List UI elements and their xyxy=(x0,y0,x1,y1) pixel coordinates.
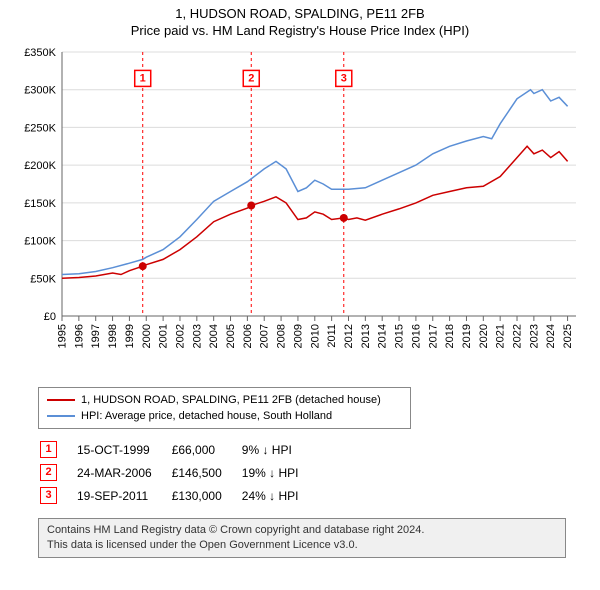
svg-text:2015: 2015 xyxy=(394,324,406,348)
titles: 1, HUDSON ROAD, SPALDING, PE11 2FB Price… xyxy=(0,0,600,38)
svg-text:£200K: £200K xyxy=(24,160,56,172)
chart-area: £0 £50K £100K £150K £200K £250K £300K £350K 1995… xyxy=(20,46,580,381)
svg-text:1998: 1998 xyxy=(107,324,119,348)
sale-marker: 3 xyxy=(40,487,57,504)
sale-date: 24-MAR-2006 xyxy=(77,462,170,483)
svg-text:1999: 1999 xyxy=(124,324,136,348)
sale-price: £66,000 xyxy=(172,439,240,460)
svg-text:£100K: £100K xyxy=(24,236,56,248)
svg-text:2010: 2010 xyxy=(309,324,321,348)
table-row: 2 24-MAR-2006£146,50019% ↓ HPI xyxy=(40,462,316,483)
svg-text:2023: 2023 xyxy=(528,324,540,348)
svg-text:£350K: £350K xyxy=(24,47,56,59)
title-subtitle: Price paid vs. HM Land Registry's House … xyxy=(0,23,600,38)
svg-text:1996: 1996 xyxy=(73,324,85,348)
svg-text:2001: 2001 xyxy=(158,324,170,348)
sale-date: 15-OCT-1999 xyxy=(77,439,170,460)
svg-text:£300K: £300K xyxy=(24,85,56,97)
sale-delta: 19% ↓ HPI xyxy=(242,462,317,483)
svg-text:2: 2 xyxy=(248,72,254,84)
svg-text:2021: 2021 xyxy=(495,324,507,348)
svg-text:1: 1 xyxy=(140,72,146,84)
svg-text:£0: £0 xyxy=(44,311,56,323)
svg-text:2025: 2025 xyxy=(562,324,574,348)
svg-text:2011: 2011 xyxy=(326,324,338,348)
svg-text:2012: 2012 xyxy=(343,324,355,348)
svg-text:2020: 2020 xyxy=(478,324,490,348)
svg-text:£50K: £50K xyxy=(30,273,56,285)
table-row: 3 19-SEP-2011£130,00024% ↓ HPI xyxy=(40,485,316,506)
svg-text:3: 3 xyxy=(341,72,347,84)
legend-swatch xyxy=(47,399,75,401)
svg-text:£150K: £150K xyxy=(24,198,56,210)
svg-text:2014: 2014 xyxy=(377,324,389,348)
svg-text:2009: 2009 xyxy=(292,324,304,348)
table-row: 1 15-OCT-1999£66,0009% ↓ HPI xyxy=(40,439,316,460)
legend-label: HPI: Average price, detached house, Sout… xyxy=(81,410,332,422)
svg-text:2016: 2016 xyxy=(410,324,422,348)
svg-text:2022: 2022 xyxy=(512,324,524,348)
svg-text:1995: 1995 xyxy=(57,324,69,348)
legend: 1, HUDSON ROAD, SPALDING, PE11 2FB (deta… xyxy=(38,387,411,429)
chart-svg: £0 £50K £100K £150K £200K £250K £300K £350K 1995… xyxy=(20,46,580,381)
svg-text:2007: 2007 xyxy=(259,324,271,348)
svg-text:2008: 2008 xyxy=(276,324,288,348)
svg-text:2018: 2018 xyxy=(444,324,456,348)
legend-row: 1, HUDSON ROAD, SPALDING, PE11 2FB (deta… xyxy=(47,392,402,408)
sale-marker: 2 xyxy=(40,464,57,481)
sale-price: £130,000 xyxy=(172,485,240,506)
sale-price: £146,500 xyxy=(172,462,240,483)
legend-swatch xyxy=(47,415,75,417)
svg-text:£250K: £250K xyxy=(24,122,56,134)
svg-text:2024: 2024 xyxy=(545,324,557,348)
svg-text:2005: 2005 xyxy=(225,324,237,348)
sale-delta: 9% ↓ HPI xyxy=(242,439,317,460)
sale-date: 19-SEP-2011 xyxy=(77,485,170,506)
svg-text:2017: 2017 xyxy=(427,324,439,348)
svg-text:2004: 2004 xyxy=(208,324,220,348)
svg-text:2002: 2002 xyxy=(174,324,186,348)
footer-line2: This data is licensed under the Open Gov… xyxy=(47,538,557,553)
sale-marker: 1 xyxy=(40,441,57,458)
svg-text:1997: 1997 xyxy=(90,324,102,348)
footer-attribution: Contains HM Land Registry data © Crown c… xyxy=(38,518,566,558)
title-address: 1, HUDSON ROAD, SPALDING, PE11 2FB xyxy=(0,6,600,21)
svg-text:2000: 2000 xyxy=(141,324,153,348)
chart-container: 1, HUDSON ROAD, SPALDING, PE11 2FB Price… xyxy=(0,0,600,558)
svg-text:2019: 2019 xyxy=(461,324,473,348)
svg-text:2003: 2003 xyxy=(191,324,203,348)
legend-row: HPI: Average price, detached house, Sout… xyxy=(47,408,402,424)
footer-line1: Contains HM Land Registry data © Crown c… xyxy=(47,523,557,538)
legend-label: 1, HUDSON ROAD, SPALDING, PE11 2FB (deta… xyxy=(81,394,381,406)
svg-text:2013: 2013 xyxy=(360,324,372,348)
sales-table: 1 15-OCT-1999£66,0009% ↓ HPI 2 24-MAR-2006£… xyxy=(38,437,318,508)
sale-delta: 24% ↓ HPI xyxy=(242,485,317,506)
svg-text:2006: 2006 xyxy=(242,324,254,348)
